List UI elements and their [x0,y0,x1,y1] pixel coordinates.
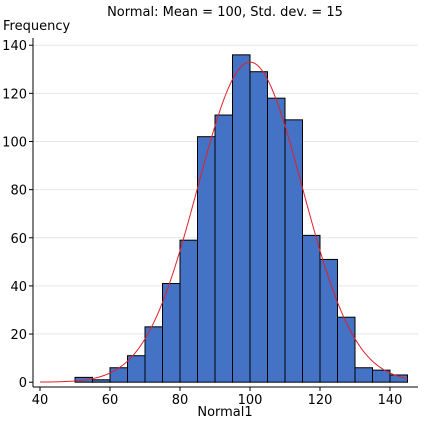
y-tick-label-40: 40 [10,280,27,295]
tick-labels: 0 20 40 60 80 100 120 140 40 60 80 100 120 140 [2,39,402,408]
histogram-bar-2 [109,367,128,383]
chart-title: Normal: Mean = 100, Std. dev. = 15 [107,5,343,20]
histogram-bar-7 [197,136,216,383]
histogram-bar-1 [92,379,111,383]
normal-curve-layer [39,61,408,383]
x-tick-label-120: 120 [308,393,333,408]
x-tick-label-60: 60 [102,393,119,408]
histogram-bar-3 [127,355,146,383]
y-axis-label: Frequency [3,19,70,34]
normal-curve [39,61,408,383]
y-tick-label-60: 60 [10,232,27,247]
x-tick-label-140: 140 [378,393,403,408]
x-tick-label-40: 40 [32,393,49,408]
y-tick-label-80: 80 [10,184,27,199]
histogram-bars [74,54,408,383]
y-tick-label-100: 100 [2,135,27,150]
histogram-bar-6 [179,239,198,383]
histogram-bar-11 [267,97,286,383]
histogram-bar-12 [284,119,303,383]
histogram-bar-13 [302,234,321,383]
histogram-bar-10 [249,71,268,383]
histogram-bar-15 [337,316,356,383]
histogram-bar-9 [232,54,251,383]
x-tick-label-80: 80 [172,393,189,408]
axes [29,38,418,391]
histogram-bar-5 [162,283,181,383]
y-tick-label-140: 140 [2,39,27,54]
x-tick-label-100: 100 [238,393,263,408]
y-tick-label-20: 20 [10,328,27,343]
histogram-bar-16 [354,367,373,383]
y-tick-label-120: 120 [2,87,27,102]
x-axis-label: Normal1 [197,405,252,420]
histogram-bar-8 [214,114,233,383]
y-tick-label-0: 0 [19,376,27,391]
